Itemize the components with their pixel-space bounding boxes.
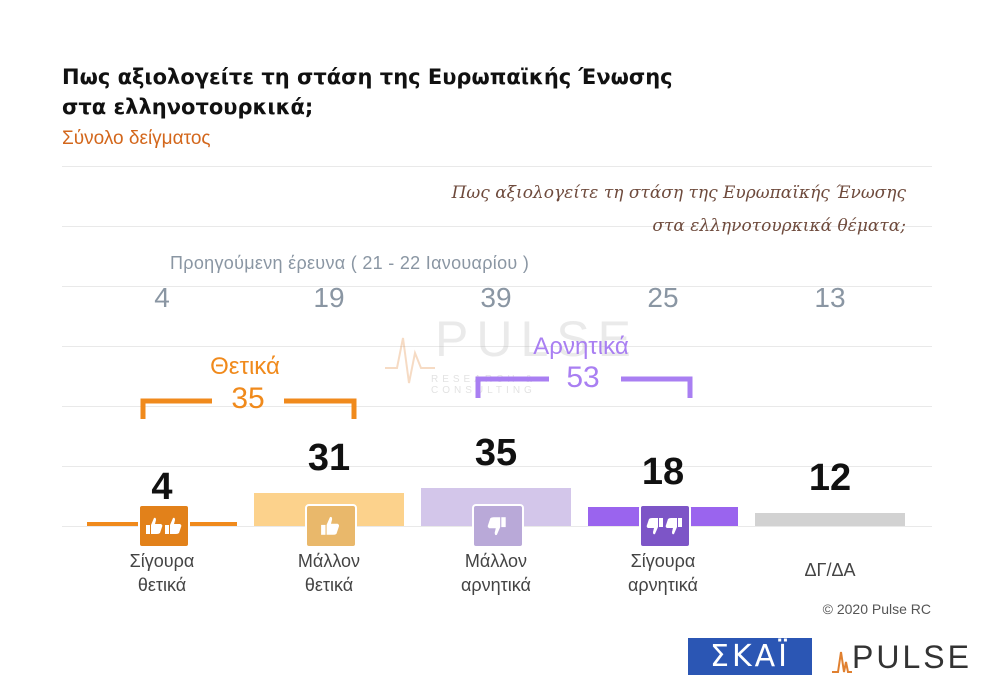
pulse-logo-mark-icon xyxy=(832,651,852,673)
chart-title: Πως αξιολογείτε τη στάση της Ευρωπαϊκής … xyxy=(62,65,673,119)
bar-value-label: 31 xyxy=(307,436,351,479)
category-label: Σίγουρα θετικά xyxy=(129,551,195,595)
bar xyxy=(755,513,905,526)
thumbs-up-icon xyxy=(305,504,357,548)
negative-bracket xyxy=(475,376,693,398)
negative-group-value: 53 xyxy=(566,361,600,394)
previous-value: 39 xyxy=(480,282,512,313)
double-thumbs-up-icon xyxy=(138,504,190,548)
gridline xyxy=(62,286,932,287)
gridline xyxy=(62,226,932,227)
bar-value-label: 35 xyxy=(474,432,518,475)
question-line-1: Πως αξιολογείτε τη στάση της Ευρωπαϊκής … xyxy=(451,183,906,203)
category-label: Μάλλον αρνητικά xyxy=(461,551,531,595)
category-label: ΔΓ/ΔΑ xyxy=(804,560,856,580)
double-thumbs-down-icon xyxy=(639,504,691,548)
thumbs-down-icon xyxy=(472,504,524,548)
positive-bracket xyxy=(140,398,357,419)
watermark-word: PULSE xyxy=(435,311,639,367)
positive-group-label: Θετικά xyxy=(210,353,280,380)
previous-value: 25 xyxy=(647,282,679,313)
category-label: Μάλλον θετικά xyxy=(297,551,361,595)
negative-group-label: Αρνητικά xyxy=(533,333,629,360)
previous-value: 13 xyxy=(814,282,846,313)
previous-value: 19 xyxy=(313,282,345,313)
previous-value: 4 xyxy=(154,282,170,313)
gridline xyxy=(62,346,932,347)
gridline xyxy=(62,466,932,467)
chart-subtitle: Σύνολο δείγματος xyxy=(62,128,211,149)
category-label: Σίγουρα αρνητικά xyxy=(628,551,698,595)
skai-logo: ΣΚΑΪ xyxy=(688,638,812,675)
gridline xyxy=(62,166,932,167)
gridline xyxy=(62,406,932,407)
previous-survey-label: Προηγούμενη έρευνα ( 21 - 22 Ιανουαρίου … xyxy=(170,253,530,273)
bar-value-label: 4 xyxy=(151,465,173,508)
bar-value-label: 12 xyxy=(808,457,852,500)
pulse-wave-icon xyxy=(385,337,435,384)
question-line-2: στα ελληνοτουρκικά θέματα; xyxy=(652,216,906,236)
copyright-text: © 2020 Pulse RC xyxy=(822,601,931,617)
positive-group-value: 35 xyxy=(231,382,265,415)
pulse-logo: PULSE xyxy=(852,639,972,675)
bar-value-label: 18 xyxy=(641,450,685,493)
